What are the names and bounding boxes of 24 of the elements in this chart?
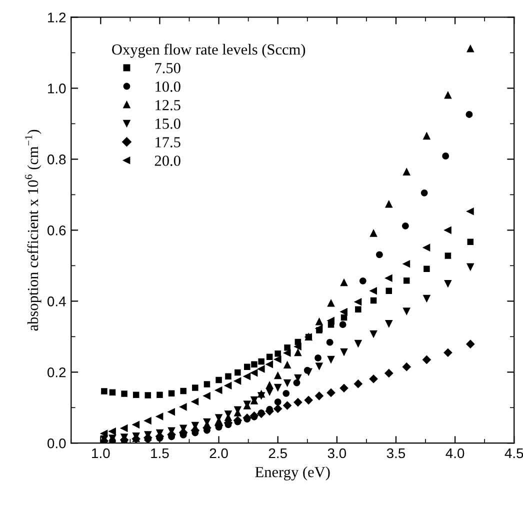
x-tick-label: 2.5 [268, 448, 287, 458]
x-tick-label: 3.0 [328, 448, 346, 458]
x-tick-label: 3.5 [386, 448, 406, 458]
x-tick-label: 4.5 [504, 448, 523, 458]
legend-label: 15.0 [156, 118, 180, 129]
y-tick-label: 1.0 [48, 84, 66, 94]
x-tick-label: 2.0 [210, 448, 228, 458]
x-tick-label: 1.0 [92, 448, 110, 458]
x-tick-label: 1.5 [151, 448, 169, 458]
x-axis-title: Energy (eV) [255, 466, 330, 480]
legend-label: 20.0 [154, 156, 180, 166]
legend-label: 7.50 [155, 62, 180, 74]
y-tick-label: 1.2 [48, 12, 66, 22]
y-tick-label: 0.8 [48, 154, 66, 164]
y-tick-label: 0.0 [48, 438, 66, 448]
legend-label: 17.5 [156, 137, 180, 148]
y-tick-label: 0.2 [48, 367, 66, 378]
y-tick-label: 0.6 [48, 226, 66, 236]
legend-label: 10.0 [156, 81, 180, 92]
y-tick-label: 0.4 [48, 296, 66, 306]
x-tick-label: 4.0 [446, 448, 464, 458]
legend-title: Oxygen flow rate levels (Sccm) [112, 44, 306, 58]
y-axis-title: absoption cefficient x 10$^{6}$ (cm$^{−1}$) [25, 130, 42, 331]
legend-label: 12.5 [156, 100, 180, 110]
